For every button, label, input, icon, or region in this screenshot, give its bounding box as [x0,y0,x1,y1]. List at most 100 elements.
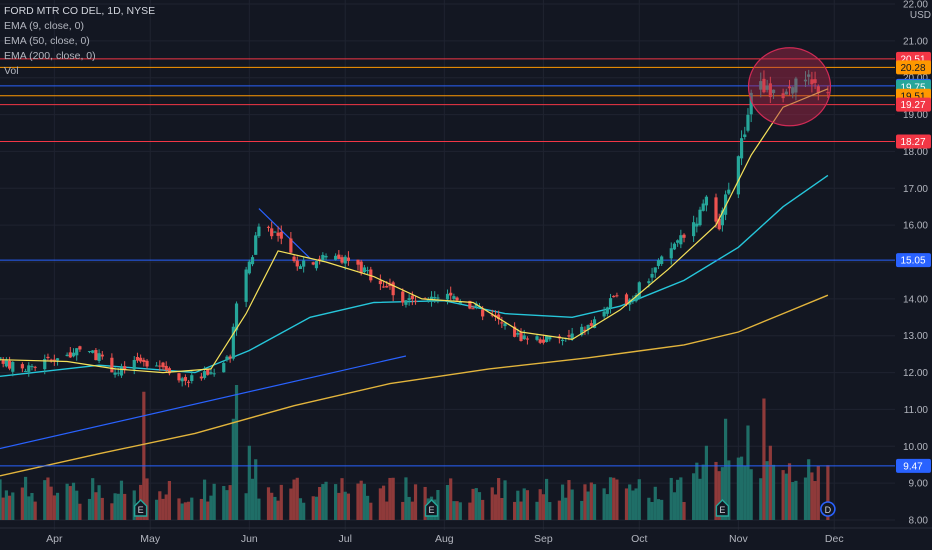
horizontal-levels[interactable] [0,58,895,467]
volume-bar [113,493,117,520]
candle-body [391,282,395,296]
candle-body [222,363,226,373]
volume-bar [110,503,114,520]
candle-body [7,360,12,369]
volume-bar [247,445,251,520]
candle-body [177,373,181,381]
volume-bar [717,471,721,520]
volume-bar [91,478,95,520]
volume-bar [385,501,389,520]
volume-bar [570,489,574,520]
candle-body [513,326,517,337]
candle-body [324,255,328,258]
legend-vol[interactable]: Vol [4,65,19,77]
candle-body [570,333,574,340]
volume-bar [605,494,609,520]
volume-bar [0,479,2,520]
volume-bar [535,501,539,520]
legend-ema-200[interactable]: EMA (200, close, 0) [4,50,96,62]
candle-body [180,378,184,382]
volume-bar [311,496,315,520]
volume-bar [250,478,255,520]
level-label: 19.27 [900,100,925,111]
volume-bar [71,482,76,520]
candle-body [637,282,641,299]
candle-body [813,79,817,83]
candle-body [231,326,235,359]
volume-bar [602,488,606,520]
volume-bar [401,501,405,520]
volume-bar [324,481,328,520]
candle-body [519,332,523,341]
candle-body [720,210,724,226]
candle-body [592,319,597,328]
candle-body [78,346,82,350]
legend-ema-9[interactable]: EMA (9, close, 0) [4,20,84,32]
candle-body [11,362,15,372]
candle-body [87,351,92,353]
volume-bar [289,488,293,520]
volume-bar [592,484,597,520]
volume-bar [365,495,370,520]
volume-bar [650,501,654,520]
volume-bar [244,493,248,520]
candle-body [445,293,450,300]
volume-bar [276,500,280,520]
candle-body [429,296,434,301]
candle-body [52,359,56,361]
candle-body [768,83,772,98]
candle-body [746,114,750,131]
candle-body [23,370,28,372]
candle-body [698,209,702,226]
trend-line [0,355,407,450]
candle-body [186,381,191,383]
candle-body [401,291,405,303]
trend-lines[interactable] [0,208,407,451]
candle-body [602,311,606,317]
candle-body [55,358,60,361]
volume-bar [449,478,453,520]
volume-bar [20,487,24,520]
time-axis[interactable]: Apr May Jun Jul Aug Sep Oct Nov Dec [0,527,932,545]
time-tick: Oct [631,533,647,545]
symbol-title[interactable]: FORD MTR CO DEL, 1D, NYSE [4,5,156,17]
volume-bar [493,494,498,520]
candle-body [289,238,293,253]
volume-bar [807,459,811,520]
volume-bar [768,445,772,520]
volume-bar [714,461,718,520]
legend-ema-50[interactable]: EMA (50, close, 0) [4,35,90,47]
volume-bar [318,487,322,520]
volume-bar [522,488,526,520]
candle-body [436,297,440,299]
volume-bar [7,495,12,520]
candle-body [209,372,213,374]
candle-body [541,339,545,343]
candle-body [749,92,753,115]
candle-body [132,359,136,370]
volume-bar [158,491,162,520]
candle-body [723,194,728,215]
volume-bar [222,486,226,520]
candle-body [266,226,271,228]
volume-bar [759,478,763,520]
candle-body [378,280,382,285]
candle-body [356,259,360,265]
candle-body [1,359,5,364]
volume-bar [490,487,494,520]
ema-200-line [0,294,829,477]
candle-body [612,295,616,298]
highlight-ellipse [747,47,832,127]
highlight-circle[interactable] [747,47,832,127]
volume-bar [452,501,456,520]
candle-body [362,267,366,273]
volume-bar [736,457,740,520]
volume-bar [580,500,584,520]
volume-bar [682,502,686,520]
candle-body [359,261,363,274]
volume-bar [87,498,92,520]
volume-bar [548,502,552,520]
